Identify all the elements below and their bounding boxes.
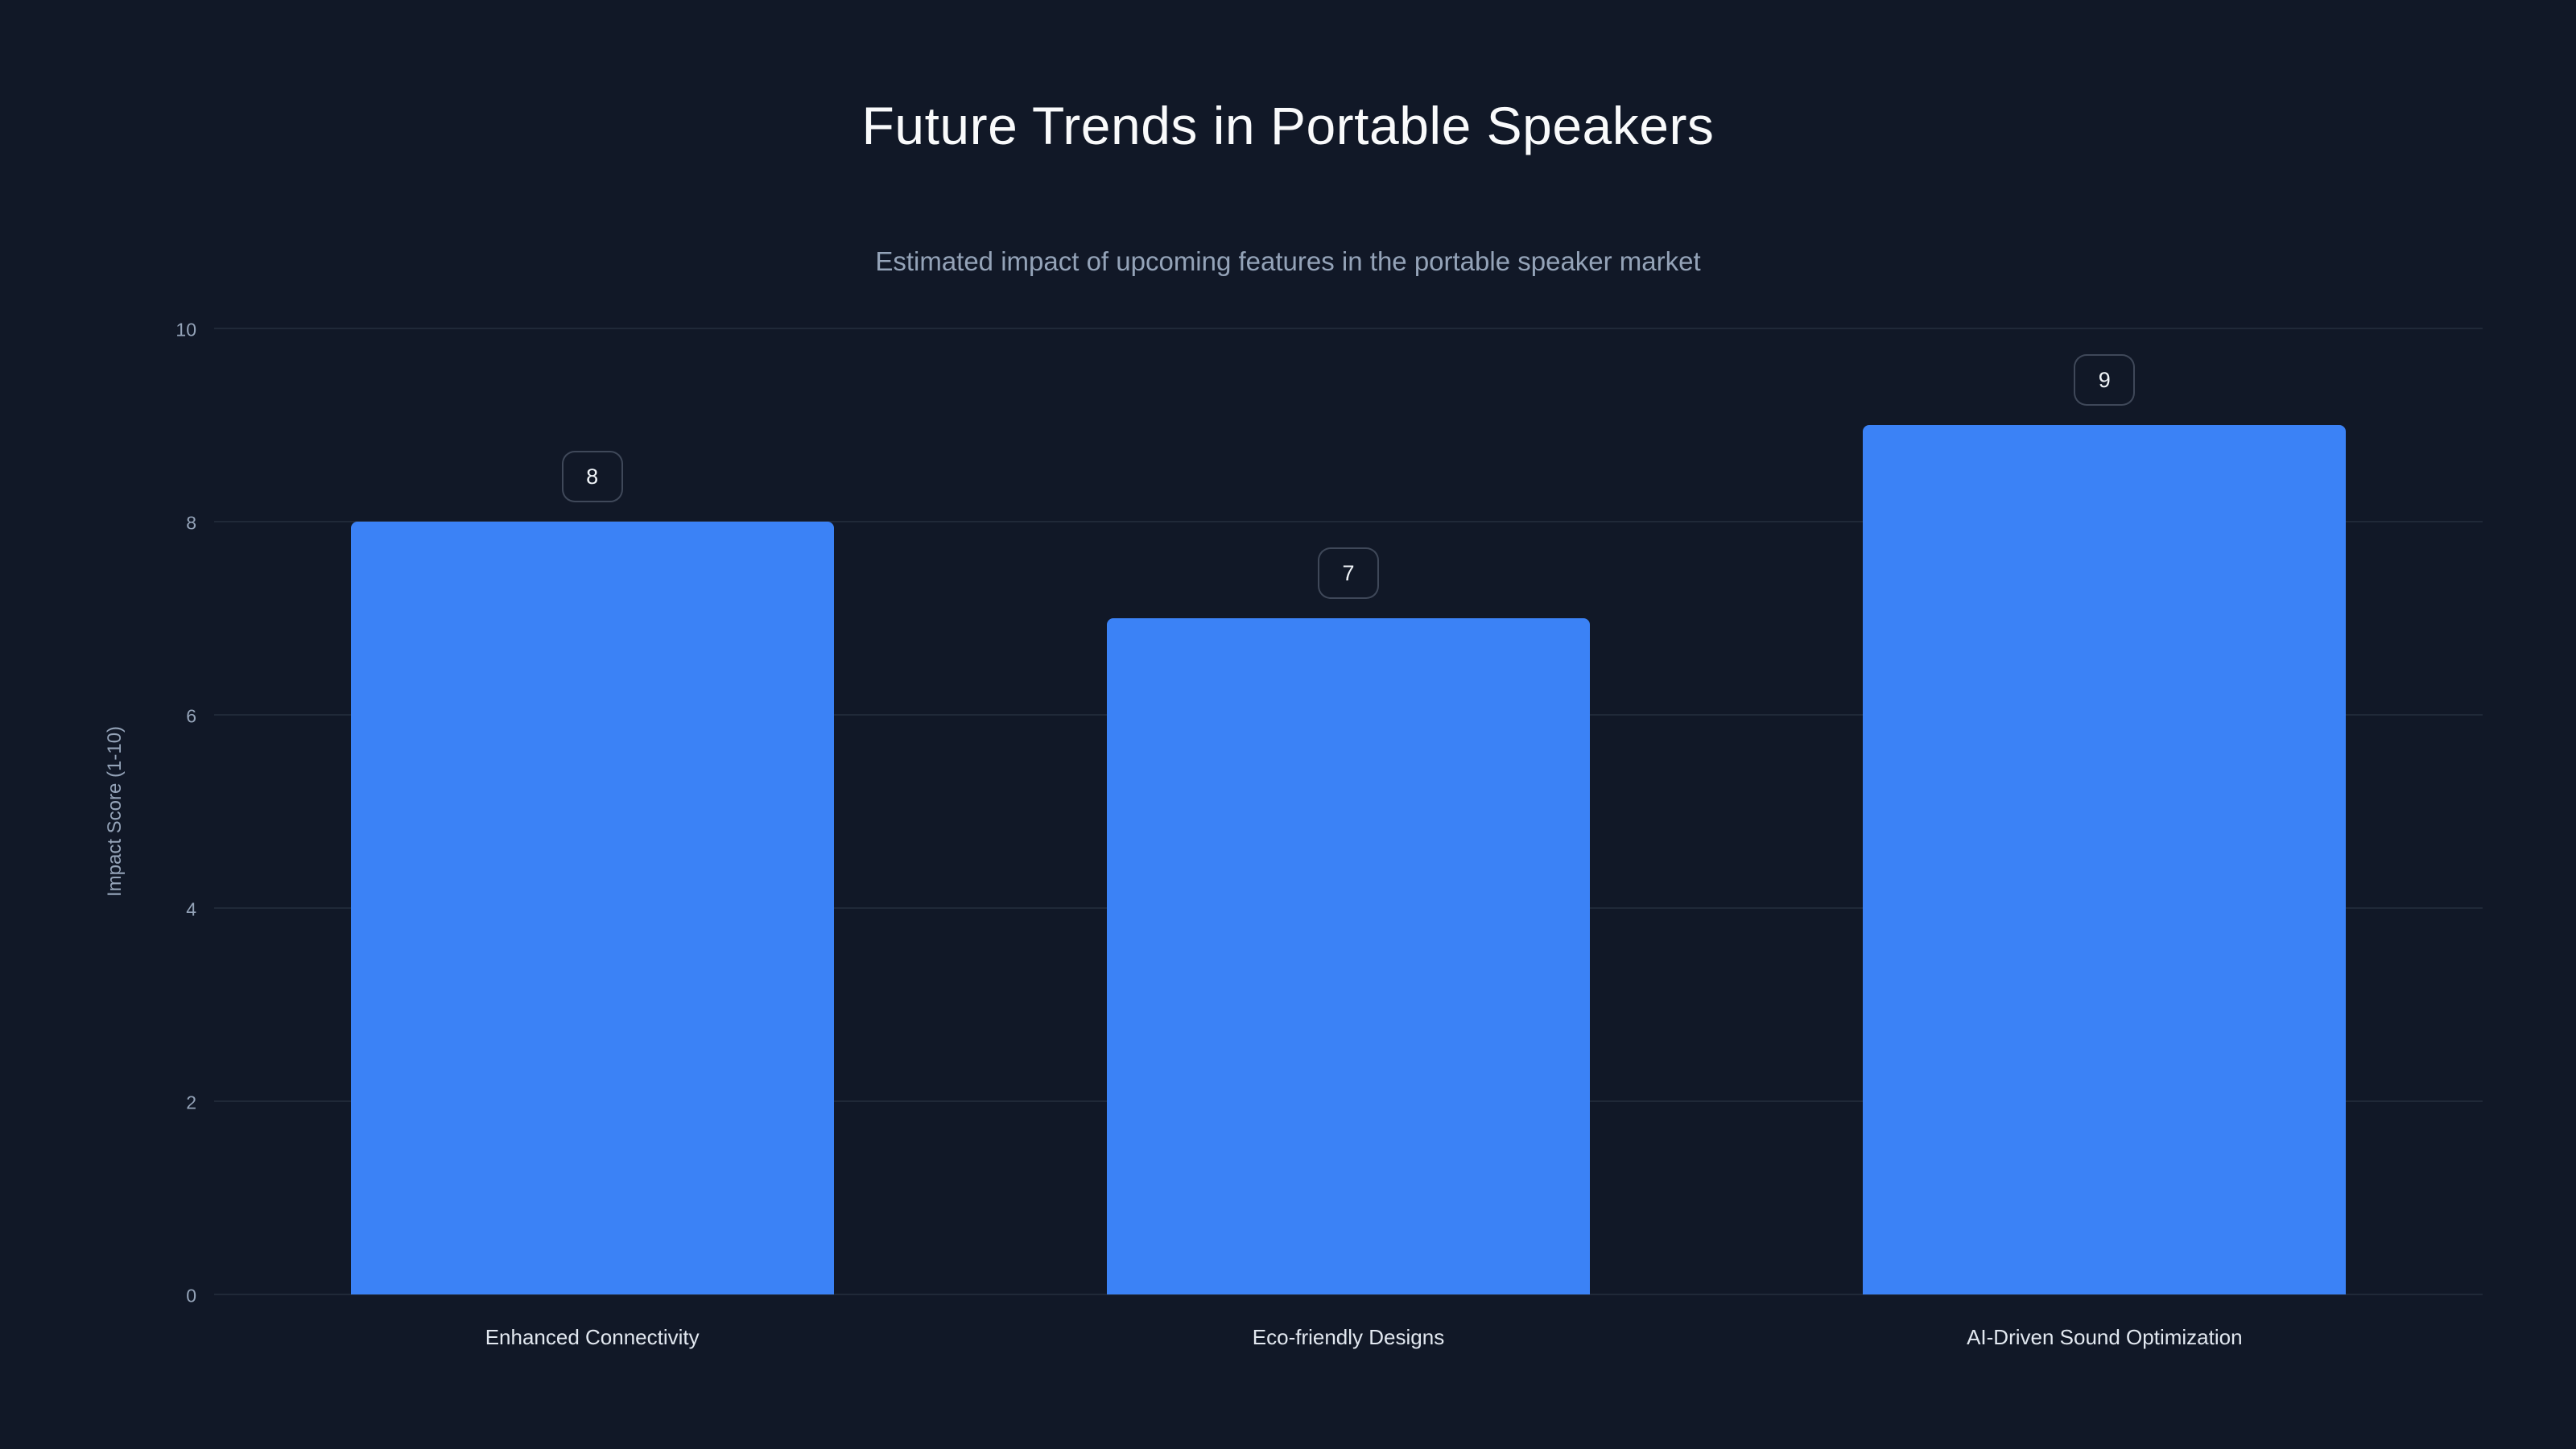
gridline [214, 1294, 2483, 1295]
bar-slot: 9 AI-Driven Sound Optimization [1727, 328, 2483, 1349]
value-badge: 7 [1317, 547, 1379, 599]
chart-subtitle: Estimated impact of upcoming features in… [875, 246, 1701, 276]
bar [350, 522, 834, 1294]
x-category-label: Enhanced Connectivity [485, 1325, 700, 1349]
y-tick-label: 4 [186, 898, 196, 920]
x-category-label: Eco-friendly Designs [1252, 1325, 1445, 1349]
y-axis-label: Impact Score (1-10) [104, 725, 126, 898]
y-tick-label: 0 [186, 1285, 196, 1307]
y-tick-label: 10 [175, 319, 196, 341]
bar [1863, 425, 2347, 1294]
plot-area: 0 2 4 6 8 10 8 Enhanced Connectivity 7 Eco-frien… [175, 320, 2483, 1349]
bar-slot: 7 Eco-friendly Designs [970, 328, 1726, 1349]
bar-slot: 8 Enhanced Connectivity [214, 328, 970, 1349]
value-badge: 8 [561, 451, 623, 502]
x-category-label: AI-Driven Sound Optimization [1967, 1325, 2243, 1349]
chart-title: Future Trends in Portable Speakers [861, 96, 1715, 155]
gridline [214, 521, 2483, 522]
y-tick-label: 8 [186, 512, 196, 534]
y-tick-label: 2 [186, 1092, 196, 1113]
bar [1106, 618, 1590, 1294]
gridline [214, 328, 2483, 329]
y-tick-label: 6 [186, 705, 196, 727]
bars-container: 8 Enhanced Connectivity 7 Eco-friendly Desi… [214, 328, 2483, 1349]
value-badge: 9 [2074, 354, 2136, 406]
